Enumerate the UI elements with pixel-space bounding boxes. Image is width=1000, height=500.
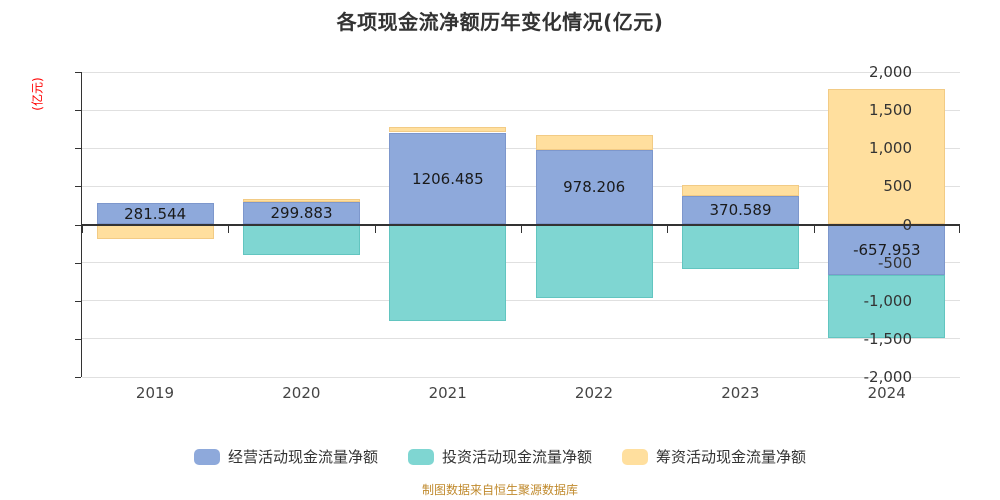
y-axis-tick bbox=[75, 338, 81, 340]
bar-segment-2023[interactable] bbox=[682, 184, 799, 197]
legend-item[interactable]: 筹资活动现金流量净额 bbox=[622, 446, 806, 467]
data-label: -657.953 bbox=[853, 240, 921, 259]
legend-swatch-icon bbox=[193, 448, 220, 465]
x-tick-label: 2020 bbox=[282, 384, 321, 402]
legend-label: 筹资活动现金流量净额 bbox=[656, 448, 807, 466]
plot-area: 281.544 299.883 1206.485 978.206 370.589 -657… bbox=[75, 71, 960, 378]
grid-line bbox=[82, 185, 960, 187]
legend-item[interactable]: 经营活动现金流量净额 bbox=[193, 446, 378, 467]
chart-title: 各项现金流净额历年变化情况(亿元) bbox=[336, 10, 664, 34]
y-tick-label: 500 bbox=[883, 177, 912, 196]
data-label: 299.883 bbox=[270, 204, 333, 223]
y-tick-label: 0 bbox=[902, 215, 912, 234]
data-label: 1206.485 bbox=[412, 169, 484, 188]
x-axis-tick bbox=[667, 225, 669, 233]
y-tick-label: -500 bbox=[877, 253, 912, 272]
bar-segment-2021[interactable] bbox=[389, 127, 507, 133]
bar-segment-2022[interactable] bbox=[535, 149, 653, 225]
legend-swatch-icon bbox=[407, 448, 434, 465]
grid-line bbox=[82, 338, 960, 340]
bar-segment-2020[interactable] bbox=[243, 224, 360, 256]
data-label: 281.544 bbox=[124, 204, 187, 223]
y-tick-label: -1,500 bbox=[863, 329, 912, 348]
x-axis-tick bbox=[521, 225, 522, 233]
bar-segment-2023[interactable] bbox=[682, 224, 799, 269]
grid-line bbox=[82, 147, 960, 149]
y-axis-tick bbox=[75, 110, 81, 112]
y-axis-tick bbox=[75, 377, 81, 378]
bar-segment-2024[interactable] bbox=[828, 88, 946, 225]
y-axis-tick bbox=[75, 262, 81, 264]
grid-line bbox=[82, 376, 960, 378]
x-tick-label: 2022 bbox=[574, 384, 614, 402]
x-axis-tick bbox=[813, 225, 815, 233]
legend: 经营活动现金流量净额 投资活动现金流量净额 筹资活动现金流量净额 bbox=[0, 446, 1000, 467]
x-axis-tick bbox=[228, 225, 230, 233]
bar-segment-2022[interactable] bbox=[535, 134, 653, 150]
legend-label: 经营活动现金流量净额 bbox=[227, 448, 378, 466]
x-axis-tick bbox=[82, 225, 83, 233]
x-axis-zero-line bbox=[82, 223, 960, 226]
legend-label: 投资活动现金流量净额 bbox=[441, 448, 592, 466]
y-axis-tick bbox=[75, 186, 81, 188]
y-axis-line bbox=[81, 72, 82, 377]
x-tick-label: 2019 bbox=[135, 384, 175, 402]
y-tick-label: -1,000 bbox=[863, 291, 912, 310]
x-axis-tick bbox=[374, 225, 376, 233]
y-axis-tick bbox=[75, 224, 81, 226]
bar-segment-2020[interactable] bbox=[243, 199, 360, 202]
grid-line bbox=[82, 262, 960, 264]
x-axis-tick bbox=[959, 225, 960, 233]
legend-item[interactable]: 投资活动现金流量净额 bbox=[407, 446, 592, 467]
y-tick-label: -2,000 bbox=[863, 368, 912, 386]
data-source-note: 制图数据来自恒生聚源数据库 bbox=[421, 483, 578, 497]
x-tick-label: 2021 bbox=[428, 384, 467, 402]
y-tick-label: 1,000 bbox=[869, 139, 912, 158]
grid-line bbox=[82, 300, 960, 302]
bar-segment-2021[interactable] bbox=[389, 224, 507, 322]
y-tick-label: 2,000 bbox=[869, 63, 912, 81]
x-tick-label: 2023 bbox=[721, 384, 760, 402]
y-axis-tick bbox=[75, 72, 81, 73]
grid-line bbox=[82, 71, 960, 73]
data-label: 978.206 bbox=[563, 178, 626, 197]
x-tick-label: 2024 bbox=[867, 384, 906, 402]
y-axis-tick bbox=[75, 148, 81, 150]
grid-line bbox=[82, 109, 960, 111]
y-tick-label: 1,500 bbox=[869, 101, 912, 120]
y-axis-tick bbox=[75, 300, 81, 302]
bar-segment-2019[interactable] bbox=[96, 224, 214, 240]
bar-segment-2022[interactable] bbox=[535, 224, 653, 298]
bar-segment-2024[interactable] bbox=[828, 274, 946, 338]
y-axis-unit-label: (亿元) bbox=[30, 77, 45, 111]
data-label: 370.589 bbox=[709, 201, 772, 220]
legend-swatch-icon bbox=[622, 448, 648, 465]
